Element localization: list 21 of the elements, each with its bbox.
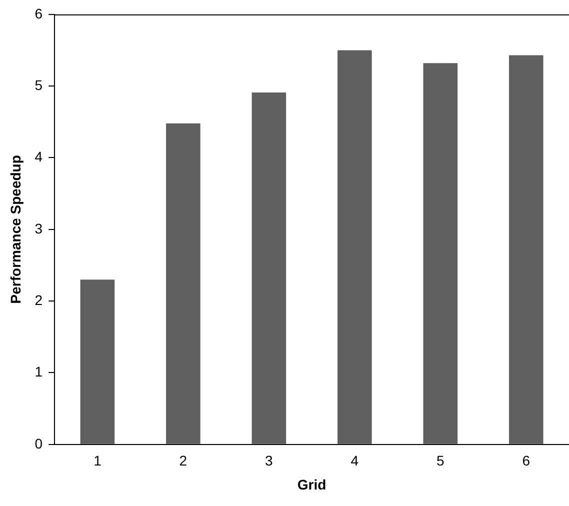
bar xyxy=(80,280,115,444)
y-axis-title: Performance Speedup xyxy=(7,155,24,304)
y-tick-label: 3 xyxy=(34,220,43,236)
x-axis-title: Grid xyxy=(297,476,326,492)
y-tick-label: 0 xyxy=(34,435,43,452)
bar xyxy=(423,63,458,444)
y-tick-label: 6 xyxy=(34,5,43,22)
y-tick-label: 1 xyxy=(34,364,43,380)
x-tick-label: 6 xyxy=(522,452,530,469)
x-tick-label: 3 xyxy=(265,452,274,469)
bar xyxy=(338,50,372,444)
y-tick-label: 2 xyxy=(34,292,43,308)
bar xyxy=(166,123,200,444)
y-tick-label: 5 xyxy=(34,76,43,93)
y-tick-label: 4 xyxy=(34,148,43,165)
x-tick-label: 1 xyxy=(94,452,102,469)
x-tick-label: 5 xyxy=(436,452,444,469)
bar xyxy=(508,55,544,444)
x-tick-label: 4 xyxy=(350,452,359,469)
bar xyxy=(252,92,286,444)
x-tick-label: 2 xyxy=(179,452,188,469)
